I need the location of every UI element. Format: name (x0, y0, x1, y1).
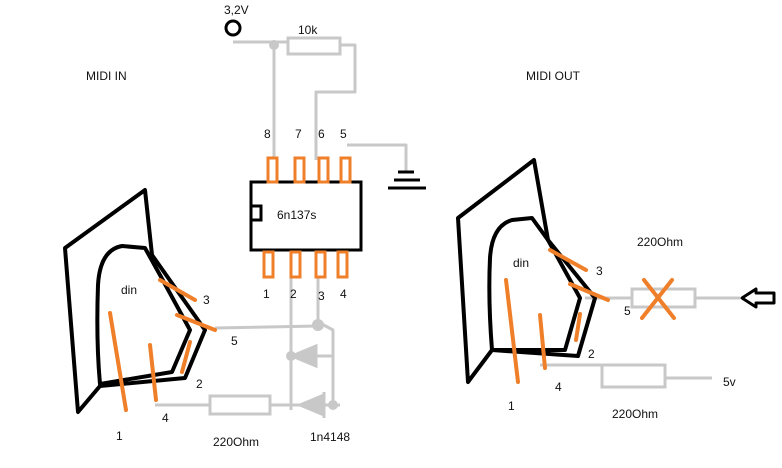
din-in-label: din (121, 283, 137, 297)
chip-pin-5 (339, 156, 352, 184)
din-out-pin-1 (504, 278, 520, 384)
din-out-label: din (513, 256, 529, 270)
din-in-pins (108, 278, 217, 412)
din-out-pins (504, 248, 610, 384)
din-in-pin-1-label: 1 (116, 429, 123, 443)
din-out-connector-icon (456, 158, 597, 384)
wire-pullup-to-pin6 (314, 43, 357, 160)
pin-number-top: 7 (295, 127, 302, 141)
wire-pin5-to-ground (347, 143, 408, 172)
din-in-pin-3-label: 3 (203, 293, 210, 307)
resistor-220-out-bottom (600, 363, 667, 389)
chip-pin-7 (293, 156, 306, 184)
din-in-pin-1 (108, 311, 128, 412)
resistor-out-bottom-label: 220Ohm (612, 407, 658, 421)
chip-notch (249, 204, 263, 222)
pin-number-bottom: 1 (263, 287, 270, 301)
din-out-pin-3 (548, 248, 588, 272)
supply-out-label: 5v (723, 375, 736, 389)
pin-number-bottom: 3 (318, 289, 325, 303)
pullup-label: 10k (298, 23, 318, 37)
chip-pin-6 (317, 156, 330, 184)
chip-pin-2 (289, 250, 302, 279)
ground-icon (388, 170, 426, 190)
chip-6n137: 6n137s (249, 180, 363, 252)
din-in-pin-4 (148, 343, 158, 402)
chip-pin-numbers: 8 7 6 5 1 2 3 4 (263, 127, 347, 303)
cross-out-icon (640, 278, 676, 320)
pin-number-bottom: 2 (290, 287, 297, 301)
din-in-labels: din 1 2 3 4 5 (116, 283, 238, 443)
junctions (269, 40, 338, 410)
midi-out-title: MIDI OUT (526, 69, 581, 83)
supply-terminal-icon (224, 19, 242, 37)
diode-label: 1n4148 (310, 430, 350, 444)
wire-din5-to-node (214, 324, 319, 330)
wires (155, 40, 740, 410)
diode-upper (288, 343, 318, 369)
midi-in-title: MIDI IN (86, 69, 127, 83)
pin-number-bottom: 4 (340, 287, 347, 301)
din-in-connector-icon (63, 188, 207, 414)
din-out-pin-5-label: 5 (624, 304, 631, 318)
din-out-pin-4 (538, 313, 547, 370)
chip-pins (262, 156, 352, 279)
din-in-pin-3 (158, 278, 197, 302)
din-out-pin-2-label: 2 (588, 347, 595, 361)
chip-pin-4 (336, 250, 349, 279)
din-in-pin-2-label: 2 (196, 377, 203, 391)
din-in-pin-5 (175, 313, 217, 332)
chip-label: 6n137s (277, 208, 316, 222)
resistors (208, 36, 697, 416)
din-out-pin-3-label: 3 (596, 264, 603, 278)
din-out-pin-2 (574, 312, 582, 342)
resistor-in-label: 220Ohm (213, 435, 259, 449)
resistor-220-in (208, 394, 272, 416)
supply-label: 3,2V (224, 3, 249, 17)
chip-pin-3 (314, 250, 327, 279)
chip-pin-8 (266, 156, 279, 184)
resistor-10k (286, 36, 342, 56)
din-out-pin-4-label: 4 (555, 380, 562, 394)
din-out-pin-1-label: 1 (508, 399, 515, 413)
din-in-pin-2 (180, 340, 192, 374)
signal-input-arrow-icon (740, 287, 776, 309)
pin-number-top: 5 (340, 127, 347, 141)
diodes (288, 343, 326, 418)
pin-number-top: 8 (264, 127, 271, 141)
diode-lower (296, 392, 326, 418)
din-out-labels: din 1 2 3 4 5 (508, 256, 631, 413)
din-in-pin-5-label: 5 (231, 334, 238, 348)
resistor-out-top-label: 220Ohm (637, 235, 683, 249)
din-out-pin-5 (568, 282, 610, 302)
din-in-pin-4-label: 4 (162, 411, 169, 425)
pin-number-top: 6 (318, 127, 325, 141)
chip-pin-1 (262, 250, 275, 279)
